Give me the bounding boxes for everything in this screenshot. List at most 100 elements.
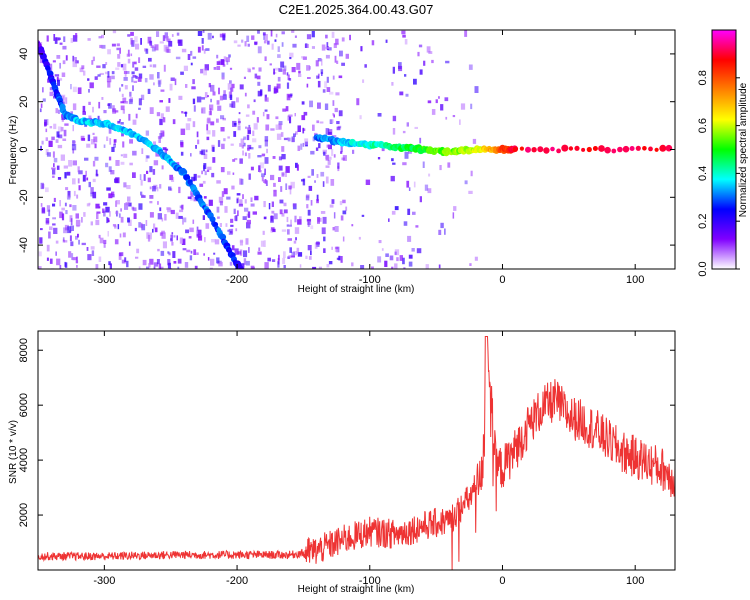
y-tick-label: -40 [18,237,30,253]
noise-speck [56,131,60,138]
noise-speck [127,58,131,64]
noise-speck [59,42,63,45]
noise-speck [402,130,406,134]
noise-speck [161,232,166,239]
noise-speck [177,258,182,264]
ridge-point [598,145,605,152]
noise-speck [58,134,63,139]
noise-speck [371,40,375,46]
noise-speck [62,45,67,50]
noise-speck [336,126,341,131]
noise-speck [178,186,181,194]
noise-speck [311,31,315,38]
noise-speck [332,75,335,80]
noise-speck [115,177,120,184]
noise-speck [247,104,250,109]
noise-speck [230,224,234,227]
noise-speck [115,160,120,166]
noise-speck [283,209,288,214]
noise-speck [157,213,162,220]
noise-speck [474,86,479,93]
noise-speck [87,134,91,142]
snr-y-ticks: 2000 4000 6000 8000 [18,338,675,527]
noise-speck [86,203,90,207]
noise-speck [151,46,156,52]
noise-speck [45,137,48,141]
noise-speck [120,64,124,68]
noise-speck [289,52,294,58]
noise-speck [111,191,115,195]
noise-speck [63,165,68,169]
noise-speck [107,231,109,237]
noise-speck [185,123,191,131]
noise-speck [293,251,297,256]
noise-speck [174,78,177,86]
noise-speck [201,38,204,44]
noise-speck [323,248,326,253]
y-tick-label: 20 [18,96,30,108]
noise-speck [39,108,42,113]
noise-speck [280,186,283,192]
noise-speck [317,58,322,62]
noise-speck [189,255,193,261]
noise-speck [305,195,310,201]
noise-speck [131,206,135,210]
noise-speck [258,247,261,251]
noise-speck [333,114,335,118]
noise-speck [160,266,164,269]
noise-speck [99,72,104,75]
x-tick-label: -200 [226,575,248,587]
noise-speck [150,45,154,48]
noise-speck [419,196,422,203]
noise-speck [275,124,279,130]
noise-speck [112,30,117,34]
noise-speck [40,228,43,231]
noise-speck [140,191,143,196]
noise-speck [359,115,362,120]
noise-speck [307,175,311,178]
noise-speck [138,57,141,63]
noise-speck [273,189,277,192]
noise-speck [72,35,78,42]
noise-speck [41,140,44,145]
noise-speck [48,140,53,147]
noise-speck [257,46,262,54]
noise-speck [306,83,309,88]
noise-speck [219,33,223,38]
noise-speck [262,230,265,235]
noise-speck [288,185,292,190]
noise-speck [103,202,108,206]
noise-speck [423,60,426,66]
noise-speck [149,195,154,199]
noise-speck [246,134,250,141]
noise-speck [122,141,125,148]
noise-speck [165,36,169,41]
noise-speck [207,32,212,40]
noise-speck [201,108,203,114]
noise-speck [82,105,86,112]
noise-speck [391,210,396,215]
noise-speck [264,168,266,176]
noise-speck [134,36,138,43]
noise-speck [263,216,267,220]
noise-speck [117,54,121,59]
noise-speck [222,64,226,67]
noise-speck [146,155,150,159]
noise-speck [403,267,406,269]
noise-speck [394,251,397,255]
noise-speck [207,166,212,170]
noise-speck [157,201,159,205]
noise-speck [322,89,326,93]
noise-speck [258,67,262,72]
noise-speck [411,248,415,252]
noise-speck [307,245,312,251]
noise-speck [121,84,124,87]
noise-speck [190,190,192,196]
noise-speck [109,138,112,145]
noise-speck [213,252,216,255]
noise-speck [59,265,62,269]
noise-speck [223,138,226,142]
noise-speck [246,222,251,229]
noise-speck [384,260,388,267]
noise-speck [105,62,108,65]
